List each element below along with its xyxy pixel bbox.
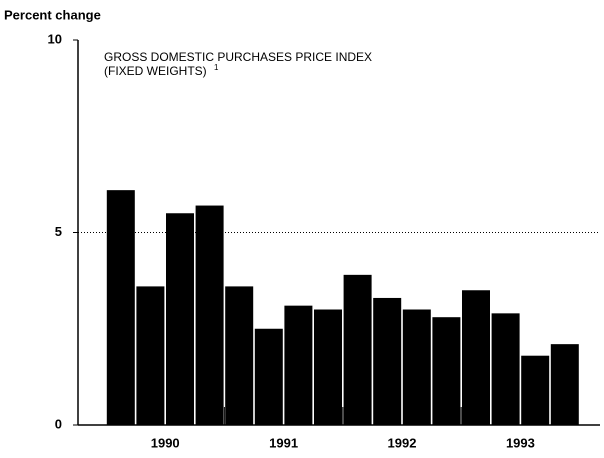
bar: [254, 328, 283, 425]
bar: [491, 313, 520, 425]
y-tick-label: 5: [55, 224, 62, 239]
bar: [373, 297, 402, 425]
y-tick-label: 10: [48, 31, 62, 46]
bar: [106, 190, 135, 425]
bar: [166, 213, 194, 425]
x-group-label: 1993: [506, 435, 535, 450]
x-group-label: 1992: [388, 435, 417, 450]
y-tick-label: 0: [55, 416, 62, 431]
bar: [314, 309, 342, 425]
bar: [284, 305, 313, 425]
x-group-label: 1991: [269, 435, 298, 450]
chart-title: GROSS DOMESTIC PURCHASES PRICE INDEX: [104, 50, 372, 64]
bar: [462, 290, 490, 425]
bar: [343, 274, 372, 425]
bar: [521, 355, 550, 425]
bar: [402, 309, 431, 425]
chart-subtitle: (FIXED WEIGHTS): [104, 64, 207, 78]
bar: [195, 205, 224, 425]
y-axis-label: Percent change: [4, 7, 101, 22]
bar: [550, 344, 579, 425]
x-group-label: 1990: [151, 435, 180, 450]
bar: [225, 286, 254, 425]
bar: [136, 286, 165, 425]
bar: [432, 317, 461, 425]
footnote-marker: 1: [214, 63, 219, 72]
